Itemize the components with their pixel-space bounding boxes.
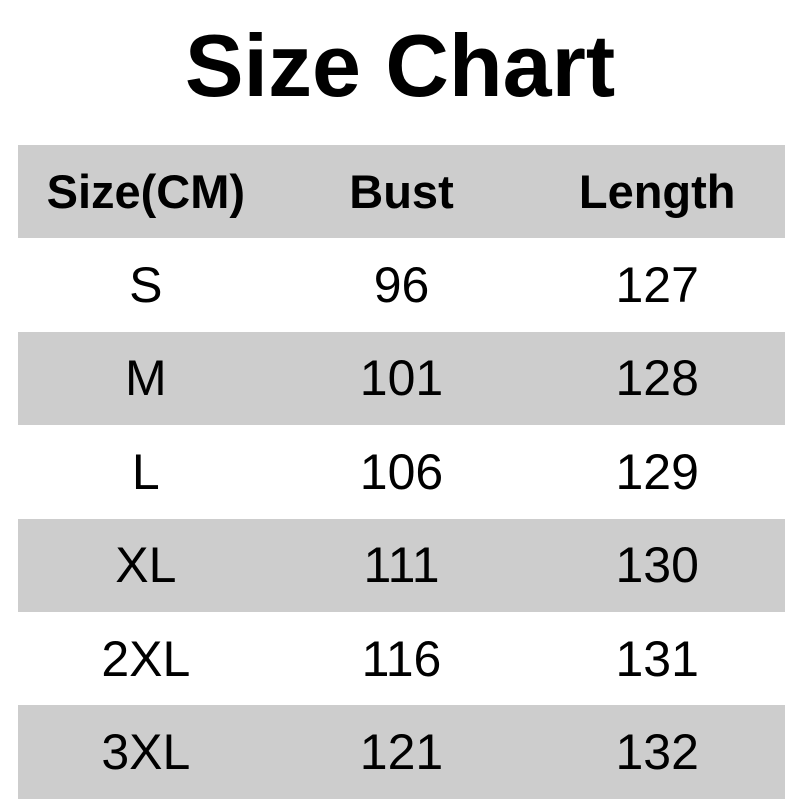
cell-bust: 111 — [363, 537, 440, 594]
cell-size: 3XL — [101, 724, 191, 781]
cell-length: 130 — [615, 537, 699, 594]
cell-length: 132 — [615, 724, 699, 781]
cell-size: S — [129, 257, 163, 314]
cell-size: 2XL — [101, 630, 191, 687]
cell-size: M — [125, 350, 167, 407]
table-row-2xl: 2XL 116 131 — [18, 611, 785, 706]
cell-length: 127 — [615, 257, 699, 314]
table-row-3xl: 3XL 121 132 — [18, 705, 785, 799]
cell-bust: 101 — [359, 350, 444, 407]
table-row-s: S 96 127 — [18, 238, 785, 332]
page-title: Size Chart — [184, 16, 616, 115]
cell-size: XL — [115, 537, 177, 594]
column-header-length: Length — [578, 165, 736, 219]
table-row-xl: XL 111 130 — [18, 518, 785, 612]
cell-length: 131 — [615, 630, 699, 687]
size-table: Size(CM) Bust Length S 96 127 M 101 128 … — [18, 145, 785, 799]
cell-bust: 116 — [361, 630, 442, 687]
table-row-m: M 101 128 — [18, 331, 785, 426]
table-row-l: L 106 129 — [18, 425, 785, 519]
cell-bust: 96 — [373, 257, 430, 314]
cell-size: L — [131, 443, 160, 500]
cell-length: 128 — [615, 350, 699, 407]
cell-bust: 121 — [359, 724, 444, 781]
cell-bust: 106 — [359, 443, 444, 500]
column-header-bust: Bust — [349, 165, 454, 219]
table-header-row: Size(CM) Bust Length — [18, 145, 785, 239]
column-header-size: Size(CM) — [46, 165, 246, 219]
cell-length: 129 — [615, 443, 699, 500]
